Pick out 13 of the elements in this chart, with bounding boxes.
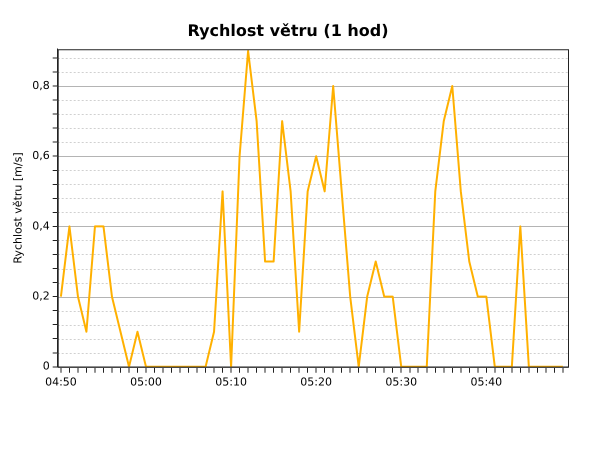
y-tick-label: 0,8 bbox=[32, 78, 50, 92]
y-tick-label: 0,4 bbox=[32, 219, 50, 232]
y-axis-title: Rychlost větru [m/s] bbox=[11, 152, 24, 264]
y-tick-label: 0 bbox=[42, 360, 50, 373]
chart-title: Rychlost větru (1 hod) bbox=[187, 20, 389, 40]
y-tick-label: 0,6 bbox=[32, 149, 50, 162]
x-tick-label: 04:50 bbox=[45, 375, 77, 388]
y-tick-label: 0,2 bbox=[32, 289, 50, 302]
x-tick-label: 05:40 bbox=[470, 375, 502, 388]
x-tick-label: 05:20 bbox=[300, 375, 332, 388]
x-tick-label: 05:10 bbox=[215, 375, 247, 388]
x-tick-label: 05:30 bbox=[385, 375, 418, 388]
x-tick-label: 05:00 bbox=[130, 375, 162, 388]
